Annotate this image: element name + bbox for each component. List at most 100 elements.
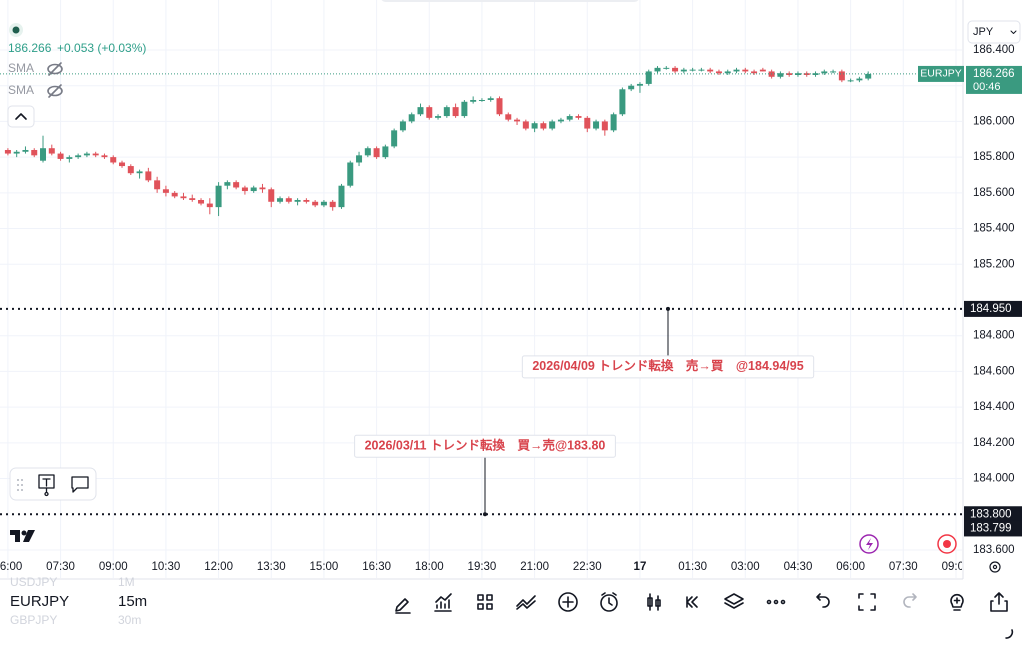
candle-body	[496, 98, 503, 115]
candle-body	[636, 83, 643, 86]
indicators-icon[interactable]	[434, 593, 452, 612]
symbol-tag	[918, 65, 964, 82]
interval-next[interactable]: 30m	[118, 613, 141, 627]
candle-body	[233, 182, 240, 188]
candle-body	[189, 198, 196, 200]
more-dot[interactable]	[780, 599, 786, 605]
y-tick-label: 184.800	[973, 330, 1015, 342]
candle-body	[373, 148, 380, 158]
candle-body	[522, 121, 529, 129]
share-icon[interactable]	[990, 592, 1008, 612]
collapse-button[interactable]	[7, 105, 35, 128]
draw-icon[interactable]	[395, 598, 411, 614]
alert-hands	[601, 592, 617, 606]
candles-icon[interactable]	[647, 593, 661, 611]
candle-body	[593, 121, 600, 129]
candle-body	[610, 114, 617, 131]
layouts-icon[interactable]	[477, 594, 493, 610]
interval[interactable]: 15m	[118, 593, 147, 610]
interval-prev[interactable]: 1M	[118, 575, 135, 589]
candle-body	[277, 198, 284, 202]
settings-icon[interactable]	[989, 561, 1001, 573]
candle-body	[505, 114, 512, 120]
candle-body	[303, 199, 310, 202]
x-tick-label: 07:30	[889, 561, 918, 573]
hide-icon[interactable]	[47, 84, 63, 98]
candle-body	[461, 101, 468, 117]
candle-body	[540, 123, 547, 129]
mini-toolbar	[9, 467, 97, 501]
candle-body	[154, 180, 161, 190]
y-tick-label: 184.200	[973, 437, 1015, 449]
candle-body	[92, 153, 99, 156]
price-tag-label: 183.800	[970, 508, 1012, 520]
header-price: 186.266	[8, 41, 52, 55]
candle-body	[145, 171, 152, 181]
comment-tool-icon[interactable]	[71, 476, 89, 493]
x-tick-label: 07:30	[46, 561, 75, 573]
undo-icon[interactable]	[816, 593, 830, 608]
candle-body	[338, 185, 345, 208]
indicator-label[interactable]: SMA	[8, 61, 34, 75]
x-tick-label: 06:00	[0, 561, 22, 573]
symbol[interactable]: EURJPY	[10, 593, 69, 610]
bid-tag-label: 183.799	[970, 522, 1012, 534]
replay-icon[interactable]	[686, 596, 698, 608]
text-tool-icon[interactable]	[38, 474, 55, 497]
candle-body	[856, 78, 863, 81]
layers-icon[interactable]	[724, 593, 744, 609]
x-tick-label: 18:00	[415, 561, 444, 573]
x-tick-label: 09:00	[942, 561, 971, 573]
candle-body	[821, 71, 828, 74]
indicator-label[interactable]: SMA	[8, 83, 34, 97]
candle-body	[75, 155, 82, 158]
candle-body	[803, 73, 810, 75]
candle-body	[487, 98, 494, 100]
candle-body	[715, 71, 722, 74]
more-dot[interactable]	[766, 599, 772, 605]
compare-icon[interactable]	[516, 595, 536, 610]
symbol-next[interactable]: GBPJPY	[10, 613, 57, 627]
candle-body	[382, 146, 389, 158]
candle-body	[110, 157, 117, 163]
annotation-text: 2026/04/09 トレンド転換 売→買 @184.94/95	[532, 358, 803, 373]
currency-select[interactable]	[967, 20, 1021, 44]
candle-body	[22, 149, 29, 152]
candle-body	[66, 157, 73, 159]
x-tick-label: 16:30	[362, 561, 391, 573]
candle-body	[57, 153, 64, 159]
status-dot	[12, 26, 20, 34]
symbol-tag-label: EURJPY	[920, 68, 961, 80]
annotation-text: 2026/03/11 トレンド転換 買→売@183.80	[365, 438, 606, 453]
symbol-prev[interactable]: USDJPY	[10, 575, 57, 589]
record-icon[interactable]	[937, 534, 957, 554]
fullscreen-icon[interactable]	[858, 593, 876, 611]
ideas-icon[interactable]	[950, 593, 964, 611]
add-icon[interactable]	[558, 592, 578, 612]
annotation-box	[521, 355, 815, 379]
more-dot[interactable]	[773, 599, 779, 605]
candle-body	[31, 149, 38, 156]
header-change: +0.053 (+0.03%)	[57, 41, 146, 55]
candle-body	[645, 71, 652, 84]
candle-body	[347, 162, 354, 186]
annotation-box	[354, 434, 616, 458]
y-tick-label: 185.800	[973, 151, 1015, 163]
candle-body	[83, 153, 90, 156]
resize-handle	[1005, 629, 1014, 639]
price-tag-label: 186.266	[973, 68, 1015, 80]
candle-body	[417, 107, 424, 115]
candle-body	[751, 71, 758, 74]
candle-body	[549, 121, 556, 129]
alerts-icon[interactable]	[859, 534, 879, 554]
alert-icon[interactable]	[600, 594, 618, 612]
redo-icon[interactable]	[903, 593, 917, 608]
y-tick-label: 186.000	[973, 115, 1015, 127]
candle-body	[224, 182, 231, 186]
bottom-toolbar	[0, 580, 1024, 646]
candle-body	[215, 185, 222, 208]
candle-body	[101, 155, 108, 158]
x-tick-label: 09:00	[99, 561, 128, 573]
hide-icon[interactable]	[47, 62, 63, 76]
